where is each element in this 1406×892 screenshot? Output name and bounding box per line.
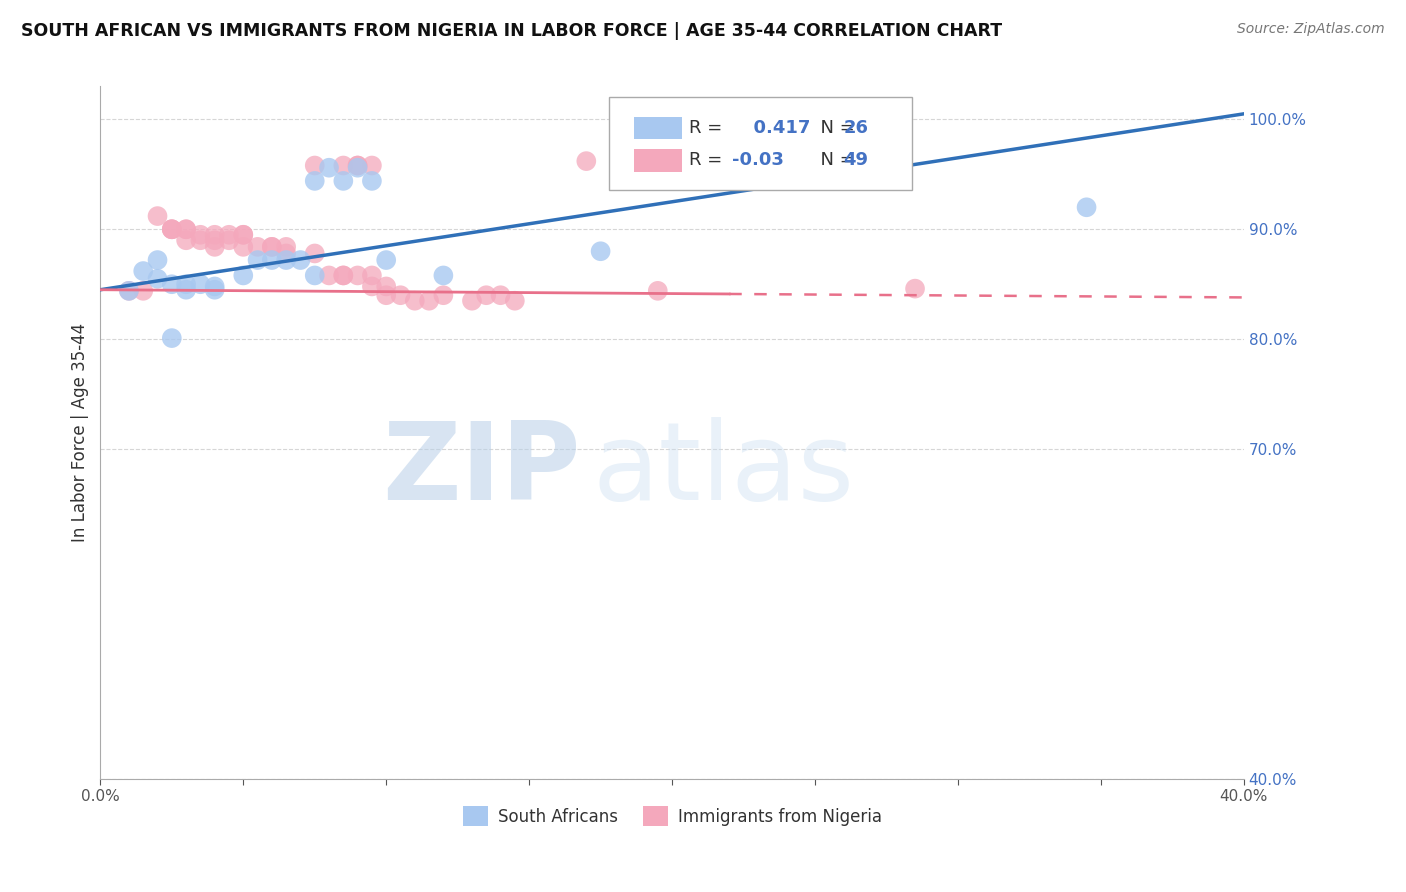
Text: atlas: atlas [592, 417, 853, 523]
Point [218, 233, 240, 247]
Point [232, 227, 254, 242]
Point [232, 240, 254, 254]
Text: -0.03: -0.03 [731, 152, 783, 169]
Point [160, 222, 183, 236]
Point [389, 288, 412, 302]
Point [346, 159, 368, 173]
Point [174, 277, 197, 292]
Point [404, 293, 426, 308]
Point [418, 293, 440, 308]
Point [589, 244, 612, 259]
Point [260, 253, 283, 268]
Point [304, 268, 326, 283]
Point [318, 268, 340, 283]
Point [318, 161, 340, 175]
Point [332, 174, 354, 188]
Point [304, 246, 326, 260]
Point [432, 268, 454, 283]
Point [904, 282, 927, 296]
Point [346, 268, 368, 283]
Point [174, 233, 197, 247]
Point [276, 253, 298, 268]
Point [204, 227, 226, 242]
Point [489, 288, 512, 302]
Point [174, 222, 197, 236]
Point [160, 222, 183, 236]
Point [575, 154, 598, 169]
Point [190, 227, 212, 242]
Point [461, 293, 484, 308]
Text: ZIP: ZIP [382, 417, 581, 523]
Point [204, 233, 226, 247]
Text: R =: R = [689, 152, 728, 169]
Point [304, 159, 326, 173]
FancyBboxPatch shape [609, 96, 912, 190]
Point [146, 209, 169, 223]
Point [1076, 200, 1098, 214]
Point [475, 288, 498, 302]
Point [246, 240, 269, 254]
Point [146, 253, 169, 268]
Point [218, 227, 240, 242]
Point [375, 279, 398, 293]
Point [232, 268, 254, 283]
Point [290, 253, 312, 268]
Point [118, 284, 141, 298]
Point [246, 253, 269, 268]
Point [232, 227, 254, 242]
Point [276, 246, 298, 260]
Text: N =: N = [810, 152, 860, 169]
Point [260, 240, 283, 254]
Point [332, 268, 354, 283]
Point [346, 161, 368, 175]
Text: 49: 49 [844, 152, 869, 169]
Point [204, 279, 226, 293]
Bar [634, 149, 682, 171]
Text: SOUTH AFRICAN VS IMMIGRANTS FROM NIGERIA IN LABOR FORCE | AGE 35-44 CORRELATION : SOUTH AFRICAN VS IMMIGRANTS FROM NIGERIA… [21, 22, 1002, 40]
Point [346, 159, 368, 173]
Point [190, 233, 212, 247]
Point [647, 284, 669, 298]
Point [174, 222, 197, 236]
Point [204, 240, 226, 254]
Point [503, 293, 526, 308]
Point [332, 159, 354, 173]
Point [304, 174, 326, 188]
Bar [634, 117, 682, 139]
Point [375, 253, 398, 268]
Point [190, 277, 212, 292]
Point [160, 331, 183, 345]
Point [160, 222, 183, 236]
Text: 26: 26 [844, 119, 869, 136]
Text: 0.417: 0.417 [741, 119, 810, 136]
Point [361, 268, 384, 283]
Point [132, 284, 155, 298]
Point [160, 277, 183, 292]
Point [361, 279, 384, 293]
Point [361, 174, 384, 188]
Text: R =: R = [689, 119, 728, 136]
Point [118, 284, 141, 298]
Point [146, 271, 169, 285]
Point [375, 288, 398, 302]
Y-axis label: In Labor Force | Age 35-44: In Labor Force | Age 35-44 [72, 323, 89, 542]
Text: Source: ZipAtlas.com: Source: ZipAtlas.com [1237, 22, 1385, 37]
Point [361, 159, 384, 173]
Text: N =: N = [810, 119, 860, 136]
Point [204, 283, 226, 297]
Point [174, 283, 197, 297]
Legend: South Africans, Immigrants from Nigeria: South Africans, Immigrants from Nigeria [456, 799, 889, 833]
Point [432, 288, 454, 302]
Point [260, 240, 283, 254]
Point [332, 268, 354, 283]
Point [276, 240, 298, 254]
Point [132, 264, 155, 278]
